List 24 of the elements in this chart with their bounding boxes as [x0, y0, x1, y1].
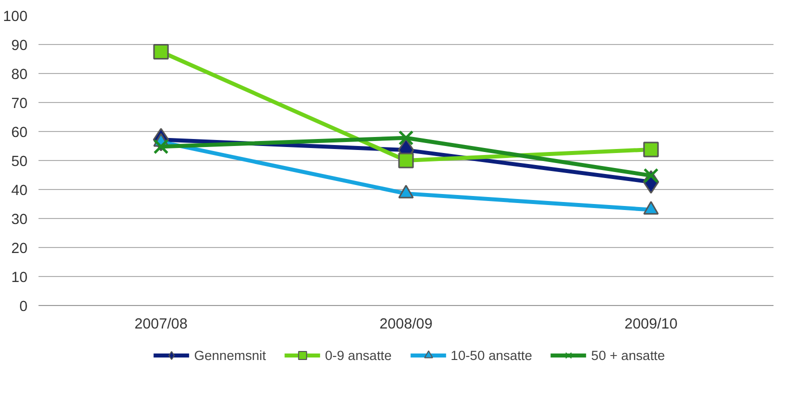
- point: [153, 44, 169, 60]
- y-tick-label: 80: [11, 67, 28, 83]
- y-tick-label: 90: [11, 38, 28, 54]
- x-tick-label: 2009/10: [624, 316, 678, 332]
- point: [398, 152, 414, 168]
- y-tick-label: 0: [19, 299, 28, 315]
- x-tick-label: 2007/08: [134, 316, 188, 332]
- point: [153, 138, 169, 154]
- y-tick-label: 40: [11, 183, 28, 199]
- legend-label: 10-50 ansatte: [450, 348, 532, 362]
- y-tick-label: 30: [11, 212, 28, 228]
- point: [643, 168, 659, 184]
- y-tick-label: 70: [11, 96, 28, 112]
- point: [643, 142, 659, 158]
- y-tick-label: 60: [11, 125, 28, 141]
- x-tick-label: 2008/09: [380, 316, 432, 332]
- y-tick-label: 50: [11, 154, 28, 170]
- y-tick-label: 100: [3, 9, 28, 25]
- legend-label: 0-9 ansatte: [324, 348, 392, 362]
- legend-label: Gennemsnit: [194, 348, 266, 362]
- point: [398, 130, 414, 146]
- legend-label: 50 + ansatte: [591, 348, 665, 362]
- y-tick-label: 10: [11, 270, 28, 286]
- y-tick-label: 20: [11, 241, 28, 257]
